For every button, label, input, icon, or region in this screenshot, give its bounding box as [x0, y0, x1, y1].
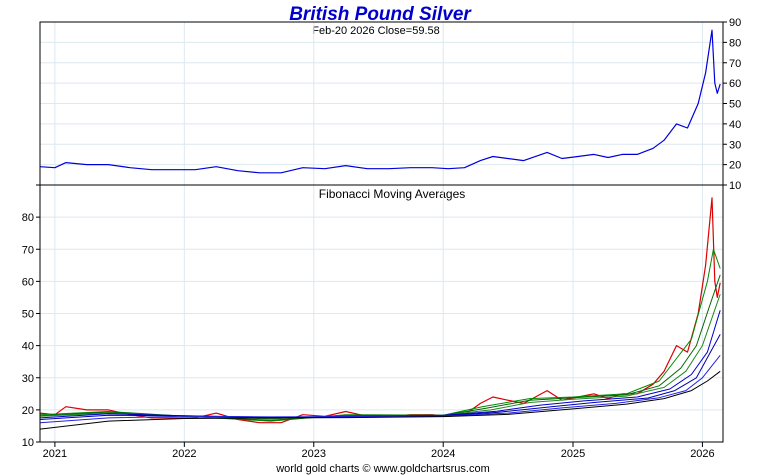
lower-plot-frame — [39, 184, 724, 443]
lower-ytick-label-60: 60 — [22, 276, 34, 288]
upper-ytick-label-30: 30 — [729, 139, 741, 151]
lower-ytick-label-70: 70 — [22, 244, 34, 256]
upper-ytick-label-60: 60 — [729, 78, 741, 90]
lower-ytick-label-10: 10 — [22, 437, 34, 449]
lower-ytick-label-20: 20 — [22, 405, 34, 417]
grid-layer — [40, 21, 723, 443]
lower-series-line-0 — [39, 197, 721, 424]
lower-series-line-6 — [39, 354, 721, 424]
upper-ytick-label-70: 70 — [729, 58, 741, 70]
xtick-label-2026: 2026 — [690, 448, 714, 460]
upper-series-line-0 — [39, 29, 721, 174]
upper-ytick-label-90: 90 — [729, 17, 741, 29]
lower-ytick-label-50: 50 — [22, 309, 34, 321]
footer-credit: world gold charts © www.goldchartsrus.co… — [275, 463, 490, 475]
upper-ytick-label-20: 20 — [729, 160, 741, 172]
lower-ytick-label-40: 40 — [22, 341, 34, 353]
chart-subtitle: Feb-20 2026 Close=59.58 — [312, 25, 440, 37]
lower-series-line-5 — [39, 334, 721, 420]
upper-ytick-label-80: 80 — [729, 37, 741, 49]
lower-series-line-4 — [39, 310, 721, 419]
xtick-label-2024: 2024 — [431, 448, 455, 460]
xtick-label-2025: 2025 — [561, 448, 585, 460]
lower-series-line-7 — [39, 370, 721, 430]
upper-ytick-label-50: 50 — [729, 99, 741, 111]
lower-ytick-label-80: 80 — [22, 212, 34, 224]
xtick-label-2023: 2023 — [302, 448, 326, 460]
xtick-label-2022: 2022 — [172, 448, 196, 460]
chart-title: British Pound Silver — [289, 4, 472, 25]
axes-layer: 10 20 30 40 50 60 70 80 90 10 20 30 40 50 60 70 80 2021 20… — [22, 17, 742, 460]
series-layer — [39, 29, 721, 430]
xtick-label-2021: 2021 — [43, 448, 67, 460]
upper-ytick-label-40: 40 — [729, 119, 741, 131]
lower-panel-title: Fibonacci Moving Averages — [319, 187, 466, 201]
upper-ytick-label-10: 10 — [729, 180, 741, 192]
lower-ytick-label-30: 30 — [22, 373, 34, 385]
